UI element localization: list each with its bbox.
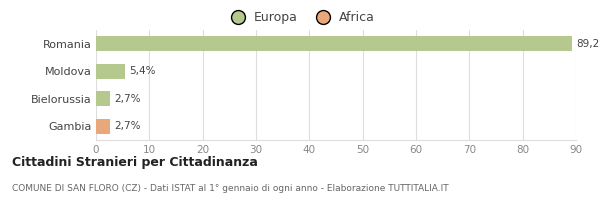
Legend: Europa, Africa: Europa, Africa bbox=[220, 6, 380, 29]
Text: 2,7%: 2,7% bbox=[115, 94, 141, 104]
Bar bbox=[96, 91, 110, 106]
Bar bbox=[96, 119, 110, 134]
Text: 5,4%: 5,4% bbox=[129, 66, 155, 76]
Text: 2,7%: 2,7% bbox=[115, 121, 141, 131]
Bar bbox=[96, 64, 125, 79]
Text: Cittadini Stranieri per Cittadinanza: Cittadini Stranieri per Cittadinanza bbox=[12, 156, 258, 169]
Text: COMUNE DI SAN FLORO (CZ) - Dati ISTAT al 1° gennaio di ogni anno - Elaborazione : COMUNE DI SAN FLORO (CZ) - Dati ISTAT al… bbox=[12, 184, 449, 193]
Text: 89,2%: 89,2% bbox=[576, 39, 600, 49]
Bar bbox=[96, 36, 572, 51]
